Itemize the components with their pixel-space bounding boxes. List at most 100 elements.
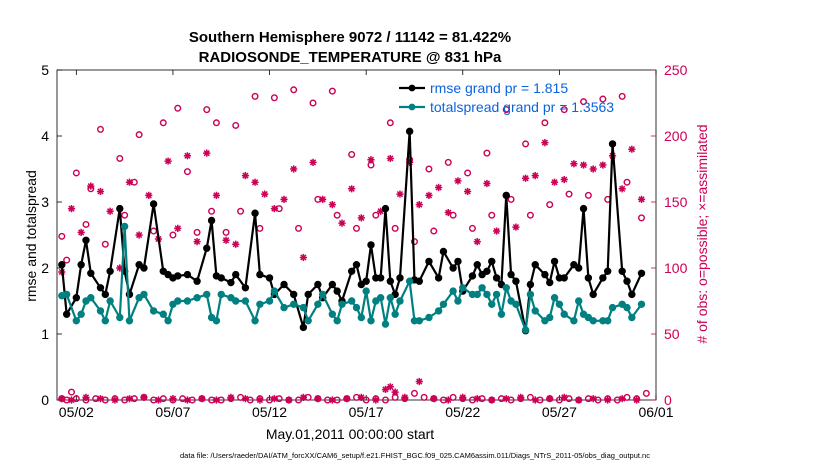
totalspread-point xyxy=(96,307,105,315)
totalspread-point xyxy=(550,294,559,302)
rmse-point xyxy=(72,294,81,302)
y-tick-label: 0 xyxy=(41,392,49,408)
totalspread-point xyxy=(140,290,148,299)
obs-possible-marker xyxy=(58,232,66,240)
x-tick-label: 05/22 xyxy=(445,404,480,420)
obs-assimilated-marker xyxy=(357,214,365,222)
obs-assimilated-marker xyxy=(483,179,491,188)
obs-assimilated-low-marker xyxy=(546,395,554,403)
rmse-point xyxy=(603,267,612,275)
obs-possible-marker xyxy=(121,211,129,219)
obs-assimilated-marker xyxy=(618,185,626,193)
obs-assimilated-marker xyxy=(367,156,375,164)
obs-assimilated-low-marker xyxy=(459,393,467,401)
rmse-point xyxy=(439,247,448,256)
totalspread-point xyxy=(159,310,167,318)
obs-possible-marker xyxy=(183,168,191,176)
obs-assimilated-marker xyxy=(637,195,646,203)
obs-assimilated-marker xyxy=(299,253,307,262)
obs-possible-low-marker xyxy=(67,388,75,396)
obs-possible-marker xyxy=(174,104,182,112)
obs-assimilated-marker xyxy=(435,183,443,192)
obs-possible-marker xyxy=(580,98,588,106)
obs-assimilated-low-marker xyxy=(241,395,249,403)
obs-assimilated-marker xyxy=(203,149,211,157)
totalspread-point xyxy=(120,222,129,231)
obs-assimilated-low-marker xyxy=(154,396,163,404)
obs-possible-marker xyxy=(333,211,341,219)
totalspread-point xyxy=(570,317,578,325)
rmse-point xyxy=(367,241,375,249)
rmse-point xyxy=(352,261,361,269)
totalspread-point xyxy=(328,310,337,318)
y2-tick-label: 250 xyxy=(664,62,688,78)
obs-possible-marker xyxy=(391,224,399,232)
rmse-point xyxy=(333,287,341,295)
obs-assimilated-marker xyxy=(473,238,481,246)
x-axis-label: May.01,2011 00:00:00 start xyxy=(266,426,434,442)
rmse-point xyxy=(550,257,559,266)
rmse-point xyxy=(362,277,370,285)
obs-possible-marker xyxy=(584,191,592,199)
rmse-point xyxy=(227,278,235,287)
obs-assimilated-low-marker xyxy=(386,383,394,391)
obs-assimilated-low-marker xyxy=(560,393,568,401)
rmse-point xyxy=(488,257,496,266)
obs-assimilated-marker xyxy=(531,172,539,180)
totalspread-point xyxy=(425,313,433,322)
totalspread-point xyxy=(338,300,346,308)
obs-possible-marker xyxy=(430,227,438,235)
totalspread-point xyxy=(318,290,327,299)
obs-assimilated-low-marker xyxy=(488,396,496,404)
obs-assimilated-low-marker xyxy=(328,396,336,404)
y-tick-label: 3 xyxy=(41,194,49,210)
obs-assimilated-low-marker xyxy=(111,396,119,404)
rmse-point xyxy=(232,270,240,279)
rmse-point xyxy=(579,204,588,213)
obs-assimilated-marker xyxy=(348,185,356,193)
obs-assimilated-marker xyxy=(145,191,153,199)
totalspread-point xyxy=(628,313,636,322)
rmse-point xyxy=(584,274,593,282)
rmse-point xyxy=(434,274,443,282)
obs-assimilated-marker xyxy=(589,165,597,173)
obs-possible-marker xyxy=(541,119,549,127)
obs-assimilated-marker xyxy=(261,190,269,198)
data-file-footnote: data file: /Users/raeder/DAI/ATM_forcXX/… xyxy=(180,451,650,460)
totalspread-point xyxy=(352,303,361,312)
obs-possible-marker xyxy=(96,125,104,133)
rmse-point xyxy=(396,274,404,282)
obs-assimilated-low-marker xyxy=(430,395,438,403)
obs-assimilated-low-marker xyxy=(140,393,148,401)
obs-assimilated-marker xyxy=(396,190,404,198)
totalspread-point xyxy=(483,290,491,299)
obs-assimilated-low-marker xyxy=(372,396,380,404)
legend-label-totalspread: totalspread grand pr = 1.3563 xyxy=(430,99,614,115)
totalspread-point xyxy=(241,297,250,305)
obs-assimilated-low-marker xyxy=(212,396,221,404)
obs-assimilated-low-marker xyxy=(198,395,206,403)
obs-possible-marker xyxy=(101,240,109,248)
obs-possible-marker xyxy=(203,106,211,114)
totalspread-point xyxy=(391,310,399,318)
x-tick-label: 05/27 xyxy=(542,404,577,420)
rmse-point xyxy=(526,280,535,289)
rmse-point xyxy=(280,280,288,289)
totalspread-point xyxy=(386,294,395,302)
obs-assimilated-marker xyxy=(464,187,472,196)
totalspread-point xyxy=(256,300,264,308)
obs-possible-marker xyxy=(444,158,452,166)
legend-marker-totalspread xyxy=(408,103,416,111)
totalspread-point xyxy=(502,284,510,292)
totalspread-point xyxy=(174,297,182,305)
totalspread-point xyxy=(415,317,423,325)
y-axis-label: rmse and totalspread xyxy=(23,170,39,302)
rmse-point xyxy=(608,140,617,148)
rmse-point xyxy=(241,284,250,292)
totalspread-point xyxy=(526,290,535,299)
obs-possible-marker xyxy=(386,119,394,127)
rmse-point xyxy=(149,200,158,208)
obs-assimilated-low-marker xyxy=(531,396,539,404)
obs-possible-marker xyxy=(116,154,124,162)
obs-assimilated-low-marker xyxy=(444,396,452,404)
